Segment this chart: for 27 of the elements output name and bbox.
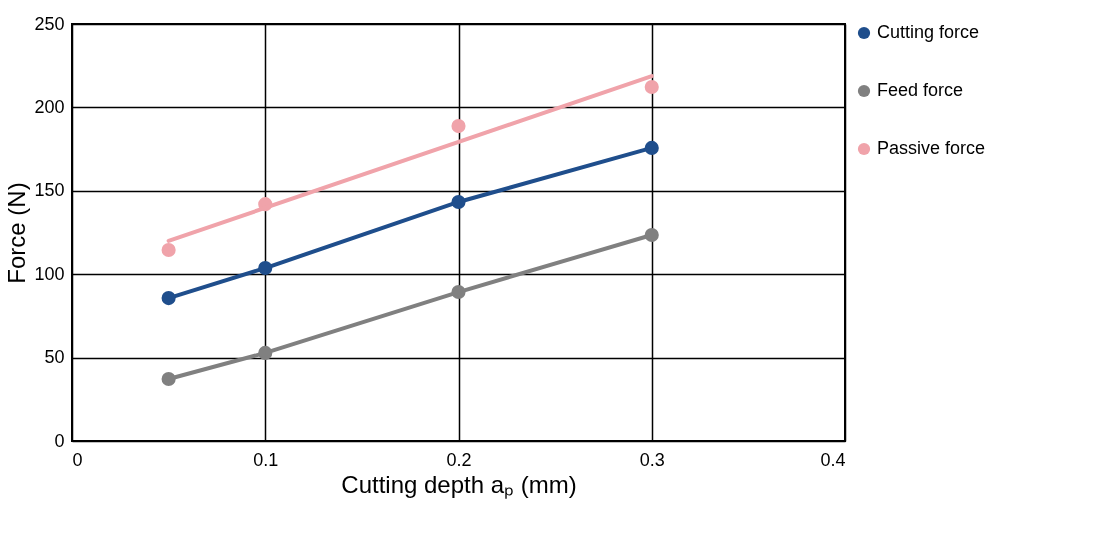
x-tick-label: 0.2: [446, 449, 472, 470]
point: [161, 242, 176, 258]
y-tick-label: 150: [34, 180, 65, 201]
legend-label: Passive force: [877, 138, 986, 158]
point: [451, 284, 466, 300]
point: [161, 371, 176, 387]
legend-label: Cutting force: [877, 22, 980, 42]
y-tick-label: 50: [44, 347, 65, 368]
point: [258, 345, 273, 360]
legend-label: Feed force: [877, 80, 964, 100]
x-tick-label: 0: [72, 449, 83, 470]
point: [451, 194, 466, 210]
x-tick-label: 0.4: [820, 449, 846, 470]
point: [451, 119, 466, 134]
y-tick-label: 200: [34, 96, 65, 117]
point: [258, 260, 273, 276]
y-tick-label: 0: [54, 430, 65, 451]
y-tick-label: 100: [34, 263, 65, 284]
point: [161, 291, 176, 306]
point: [644, 227, 659, 243]
x-tick-label: 0.3: [639, 449, 665, 470]
y-axis-title: Force (N): [3, 182, 31, 284]
point: [644, 140, 659, 155]
x-tick-label: 0.1: [253, 449, 279, 470]
y-tick-label: 250: [34, 13, 65, 34]
x-axis-title: Cutting depth aₚ (mm): [341, 470, 577, 499]
point: [644, 79, 659, 95]
